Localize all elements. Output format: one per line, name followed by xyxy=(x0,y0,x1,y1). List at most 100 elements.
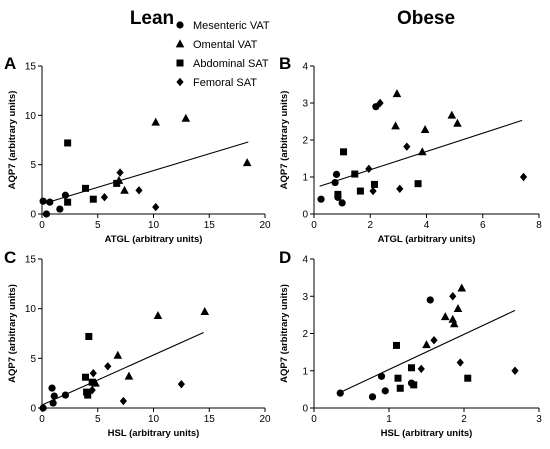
data-point-triangle xyxy=(391,121,400,130)
y-tick-label: 3 xyxy=(302,99,308,110)
data-point-circle xyxy=(56,205,64,213)
data-point-square xyxy=(85,332,93,340)
x-axis-label: HSL (arbitrary units) xyxy=(381,428,473,439)
data-point-circle xyxy=(336,389,344,397)
y-axis-label: AQP7 (arbitrary units) xyxy=(7,284,18,383)
legend-marker-circle xyxy=(176,21,184,29)
data-point-triangle xyxy=(120,185,129,194)
y-tick-label: 0 xyxy=(302,210,308,221)
y-tick-label: 15 xyxy=(25,255,37,266)
x-tick-label: 10 xyxy=(148,414,160,425)
data-point-square xyxy=(64,198,72,206)
x-tick-label: 10 xyxy=(148,220,160,231)
x-tick-label: 0 xyxy=(311,414,317,425)
data-point-triangle xyxy=(153,311,163,320)
legend-label: Femoral SAT xyxy=(193,77,257,89)
y-tick-label: 1 xyxy=(302,366,308,377)
legend-label: Omental VAT xyxy=(193,39,258,51)
x-tick-label: 2 xyxy=(367,220,373,231)
data-point-square xyxy=(88,378,96,386)
data-point-square xyxy=(351,170,359,178)
panel-letter: A xyxy=(4,54,16,73)
data-point-diamond xyxy=(365,164,373,174)
data-point-diamond xyxy=(104,362,112,371)
y-tick-label: 0 xyxy=(30,210,36,221)
data-point-square xyxy=(340,148,348,156)
y-tick-label: 15 xyxy=(25,62,37,73)
data-point-square xyxy=(334,190,342,198)
y-tick-label: 2 xyxy=(302,329,308,340)
data-point-square xyxy=(393,341,400,349)
data-point-diamond xyxy=(376,98,384,108)
data-point-triangle xyxy=(124,371,134,380)
obese-header: Obese xyxy=(397,8,455,29)
y-axis-label: AQP7 (arbitrary units) xyxy=(7,91,18,190)
data-point-diamond xyxy=(369,186,377,196)
x-tick-label: 8 xyxy=(536,220,542,231)
panel-letter: B xyxy=(279,54,291,73)
data-point-diamond xyxy=(449,292,457,301)
trend-line xyxy=(41,332,204,406)
data-point-circle xyxy=(372,103,380,111)
x-tick-label: 5 xyxy=(95,220,101,231)
x-tick-label: 0 xyxy=(39,414,45,425)
x-tick-label: 5 xyxy=(95,414,101,425)
data-point-circle xyxy=(50,392,58,400)
data-point-triangle xyxy=(420,125,430,134)
x-tick-label: 0 xyxy=(39,220,45,231)
data-point-square xyxy=(410,381,418,389)
data-point-triangle xyxy=(200,307,210,316)
x-tick-label: 3 xyxy=(536,414,542,425)
data-point-diamond xyxy=(519,172,528,182)
data-point-circle xyxy=(39,197,47,205)
data-point-square xyxy=(370,180,378,188)
data-point-triangle xyxy=(113,350,123,359)
data-point-circle xyxy=(377,372,386,380)
data-point-circle xyxy=(61,391,70,399)
data-point-square xyxy=(414,180,422,188)
y-tick-label: 4 xyxy=(302,255,308,266)
legend-label: Abdominal SAT xyxy=(193,58,269,70)
data-point-square xyxy=(89,195,97,203)
data-point-circle xyxy=(49,399,57,407)
data-point-circle xyxy=(338,199,346,207)
data-point-square xyxy=(113,179,121,187)
trend-line xyxy=(338,309,516,394)
y-axis-label: AQP7 (arbitrary units) xyxy=(279,284,290,383)
data-point-diamond xyxy=(119,396,127,406)
data-point-triangle xyxy=(448,314,458,323)
data-point-square xyxy=(356,187,364,195)
data-point-diamond xyxy=(89,369,97,378)
y-tick-label: 4 xyxy=(302,62,308,73)
data-point-diamond xyxy=(511,366,519,375)
data-point-diamond xyxy=(396,184,404,194)
panel-letter: C xyxy=(4,248,16,267)
data-point-diamond xyxy=(430,336,438,345)
x-tick-label: 2 xyxy=(461,414,467,425)
data-point-triangle xyxy=(422,340,431,349)
data-point-square xyxy=(81,184,89,192)
data-point-circle xyxy=(42,210,51,218)
data-point-circle xyxy=(48,384,56,392)
lean-header: Lean xyxy=(130,8,174,29)
data-point-circle xyxy=(381,387,389,395)
x-tick-label: 15 xyxy=(204,220,216,231)
data-point-square xyxy=(408,364,415,372)
x-tick-label: 6 xyxy=(480,220,486,231)
data-point-square xyxy=(394,374,402,382)
x-axis-label: ATGL (arbitrary units) xyxy=(378,234,476,245)
legend-marker-square xyxy=(176,59,184,67)
data-point-triangle xyxy=(181,113,191,122)
y-tick-label: 5 xyxy=(30,160,36,171)
data-point-diamond xyxy=(88,385,96,395)
data-point-circle xyxy=(368,393,377,401)
legend-marker-triangle xyxy=(175,39,185,48)
data-point-square xyxy=(396,384,404,392)
data-point-diamond xyxy=(135,186,143,195)
legend: Mesenteric VAT Omental VAT Abdominal SAT Fe… xyxy=(175,20,270,89)
data-point-diamond xyxy=(456,358,464,367)
data-point-triangle xyxy=(447,110,457,119)
data-point-triangle xyxy=(453,303,463,312)
data-point-triangle xyxy=(151,117,161,126)
x-tick-label: 15 xyxy=(204,414,216,425)
